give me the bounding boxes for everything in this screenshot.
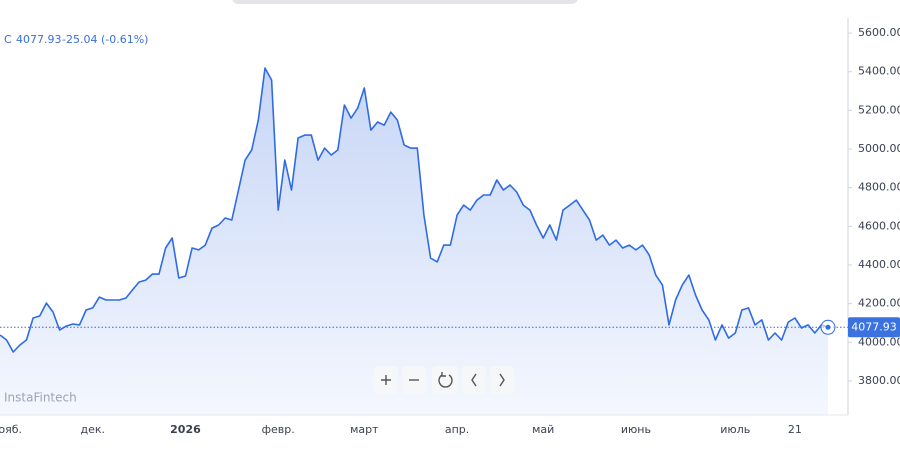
y-tick-label: 5600.00 (858, 26, 900, 39)
y-tick-label: 4800.00 (858, 181, 900, 194)
y-tick-label: 4000.00 (858, 335, 900, 348)
x-tick-label: июль (720, 423, 750, 436)
scroll-right-icon (499, 373, 505, 387)
watermark: InstaFintech (4, 391, 77, 405)
x-tick-label: июнь (621, 423, 651, 436)
top-bar (232, 0, 578, 4)
price-line (0, 67, 829, 353)
scroll-left-button[interactable] (462, 366, 486, 394)
x-tick-label: апр. (445, 423, 469, 436)
y-tick-label: 3800.00 (858, 374, 900, 387)
x-tick-label: нояб. (0, 423, 22, 436)
area (0, 68, 828, 415)
x-tick-label: февр. (262, 423, 295, 436)
x-tick-label: 21 (788, 423, 802, 436)
header-change: -25.04 (-0.61%) (62, 33, 148, 46)
zoom-controls (374, 366, 514, 394)
reset-button[interactable] (432, 366, 458, 394)
x-tick-label: май (532, 423, 554, 436)
last-price-label: 4077.93 (851, 320, 897, 333)
x-tick-label: дек. (80, 423, 105, 436)
y-tick-label: 4400.00 (858, 258, 900, 271)
scroll-left-icon (471, 373, 477, 387)
header-symbol: С (4, 33, 12, 46)
header-price: 4077.93 (16, 33, 62, 46)
last-price-badge (848, 317, 900, 338)
last-price-dot (825, 324, 831, 330)
zoom-in-icon (381, 375, 391, 385)
scroll-right-button[interactable] (490, 366, 514, 394)
reset-icon (438, 372, 453, 388)
x-tick-label: март (350, 423, 379, 436)
y-tick-label: 5400.00 (858, 65, 900, 78)
y-tick-label: 4600.00 (858, 219, 900, 232)
x-tick-label: 2026 (170, 423, 201, 436)
y-tick-label: 5000.00 (858, 142, 900, 155)
y-tick-label: 4200.00 (858, 297, 900, 310)
y-tick-label: 5200.00 (858, 103, 900, 116)
